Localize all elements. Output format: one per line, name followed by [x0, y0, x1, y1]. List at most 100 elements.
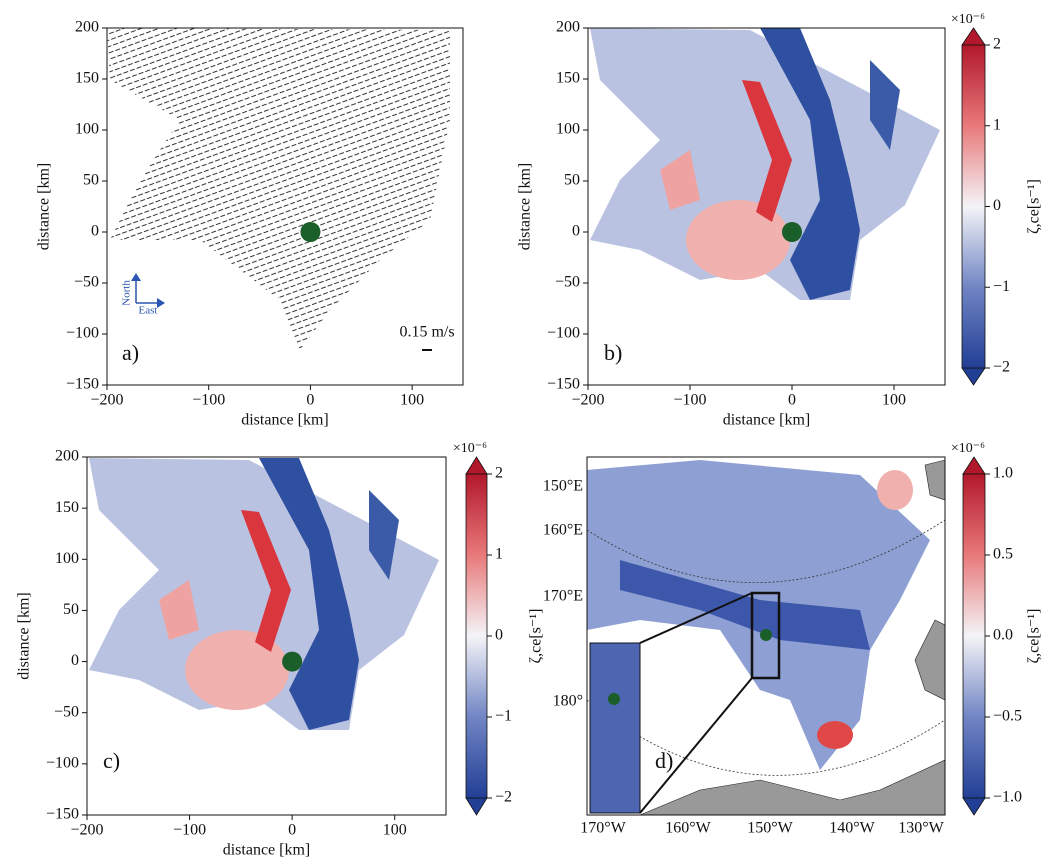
scale-label: 0.15 m/s	[399, 324, 454, 341]
colorbar-extend-top	[961, 27, 986, 46]
y-tick-label: 200	[556, 19, 580, 36]
y-tick-label: −100	[547, 325, 580, 342]
lat-label: 160°E	[543, 522, 583, 539]
colorbar-extend-bottom	[465, 797, 488, 816]
y-axis-label: distance [km]	[16, 592, 33, 680]
colorbar-label: ζ,ce[s⁻¹]	[1026, 609, 1043, 664]
x-axis-label: distance [km]	[241, 412, 329, 429]
x-tick-label: −200	[90, 392, 123, 409]
y-tick-label: 50	[63, 601, 79, 618]
x-tick-label: −200	[70, 822, 103, 839]
lat-label: 170°E	[543, 588, 583, 605]
y-tick-label: 0	[572, 223, 580, 240]
north-label: North	[121, 280, 133, 306]
lon-label: 150°W	[747, 820, 793, 837]
colorbar-label: ζ,ce[s⁻¹]	[1026, 179, 1043, 234]
colorbar-tick-label: 1.0	[993, 465, 1013, 482]
site-marker	[282, 651, 303, 672]
colorbar-extend-top	[465, 456, 488, 475]
plot-frame	[587, 27, 946, 386]
panel-label: a)	[122, 340, 139, 365]
colorbar-tick-label: 0	[495, 627, 503, 644]
x-tick-label: 0	[288, 822, 296, 839]
y-tick-label: −150	[46, 806, 79, 823]
plot-frame	[86, 456, 447, 816]
colorbar-extend-top	[962, 456, 986, 475]
x-tick-label: 100	[882, 392, 906, 409]
y-tick-label: 50	[564, 172, 580, 189]
y-tick-label: 200	[75, 19, 99, 36]
x-tick-label: −100	[173, 822, 206, 839]
plot-frame	[106, 27, 464, 386]
plot-frame	[586, 456, 946, 816]
x-axis-label: distance [km]	[223, 842, 311, 859]
y-tick-label: −50	[74, 274, 99, 291]
colorbar-tick-label: 2	[495, 465, 503, 482]
x-tick-label: 0	[306, 392, 314, 409]
colorbar-exponent: ×10⁻⁶	[453, 441, 487, 456]
map-field	[587, 459, 945, 815]
colorbar-tick-label: −1	[495, 708, 512, 725]
y-tick-label: 200	[55, 448, 79, 465]
colorbar-tick-label: 2	[993, 36, 1001, 53]
x-axis-label: distance [km]	[723, 412, 811, 429]
y-tick-label: −150	[66, 376, 99, 393]
y-tick-label: −150	[547, 376, 580, 393]
colorbar-tick-label: 0.0	[993, 627, 1013, 644]
x-tick-label: −100	[673, 392, 706, 409]
lon-label: 130°W	[898, 820, 944, 837]
x-tick-label: 100	[383, 822, 407, 839]
colorbar-exponent: ×10⁻⁶	[951, 441, 985, 456]
lat-label: 180°	[553, 693, 583, 710]
y-tick-label: 150	[75, 70, 99, 87]
colorbar-exponent: ×10⁻⁶	[951, 12, 985, 27]
y-tick-label: −50	[555, 274, 580, 291]
colorbar	[962, 473, 986, 799]
lon-label: 140°W	[829, 820, 875, 837]
compass	[131, 273, 432, 351]
colorbar-tick-label: −0.5	[993, 708, 1022, 725]
x-tick-label: 100	[400, 392, 424, 409]
x-tick-label: −200	[571, 392, 604, 409]
y-tick-label: −100	[46, 755, 79, 772]
colorbar	[961, 44, 986, 369]
colorbar	[465, 473, 488, 799]
site-marker	[300, 222, 321, 242]
panel-label: d)	[655, 748, 673, 773]
colorbar-tick-label: −1	[993, 278, 1010, 295]
colorbar-tick-label: 0	[993, 197, 1001, 214]
x-tick-label: 0	[788, 392, 796, 409]
y-axis-label: distance [km]	[36, 163, 53, 251]
east-label: East	[139, 305, 158, 317]
colorbar-tick-label: 1	[495, 546, 503, 563]
y-tick-label: 100	[75, 121, 99, 138]
colorbar-label: ζ,ce[s⁻¹]	[528, 609, 545, 664]
vorticity-field	[590, 28, 940, 300]
panel-label: b)	[604, 340, 622, 365]
site-marker	[782, 222, 802, 242]
colorbar-tick-label: −1.0	[993, 789, 1022, 806]
colorbar-tick-label: −2	[993, 359, 1010, 376]
y-axis-label: distance [km]	[517, 163, 534, 251]
lon-label: 160°W	[665, 820, 711, 837]
vorticity-field	[89, 458, 439, 730]
colorbar-tick-label: −2	[495, 789, 512, 806]
x-tick-label: −100	[192, 392, 225, 409]
panel-label: c)	[103, 748, 120, 773]
y-tick-label: −50	[54, 703, 79, 720]
lon-label: 170°W	[580, 820, 626, 837]
y-tick-label: 100	[55, 550, 79, 567]
colorbar-tick-label: 1	[993, 116, 1001, 133]
colorbar-extend-bottom	[961, 367, 986, 386]
y-tick-label: 0	[71, 652, 79, 669]
y-tick-label: −100	[66, 325, 99, 342]
lat-label: 150°E	[543, 478, 583, 495]
y-tick-label: 150	[55, 499, 79, 516]
colorbar-tick-label: 0.5	[993, 546, 1013, 563]
colorbar-extend-bottom	[962, 797, 986, 816]
y-tick-label: 150	[556, 70, 580, 87]
y-tick-label: 0	[91, 223, 99, 240]
y-tick-label: 50	[83, 172, 99, 189]
y-tick-label: 100	[556, 121, 580, 138]
